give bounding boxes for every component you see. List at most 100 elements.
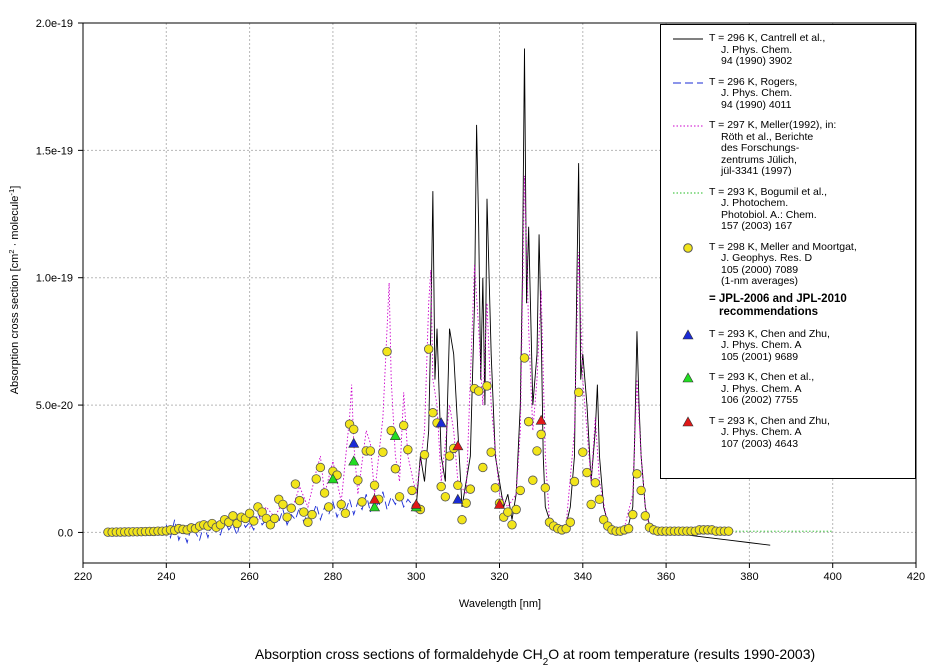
data-point xyxy=(478,462,488,473)
text-part: ] xyxy=(9,186,21,189)
legend-symbol xyxy=(673,82,703,83)
data-point xyxy=(493,498,506,509)
x-tick-label: 260 xyxy=(240,571,258,583)
y-axis-label: Absorption cross section [cm2 · molecule… xyxy=(7,186,22,395)
data-point xyxy=(336,499,346,510)
legend-entry: T = 293 K, Bogumil et al., J. Photochem.… xyxy=(661,185,915,233)
data-point xyxy=(282,512,292,522)
data-point xyxy=(473,386,484,396)
x-axis-label: Wavelength [nm] xyxy=(459,598,541,610)
data-point xyxy=(623,523,634,534)
legend-entry: T = 293 K, Chen et al., J. Phys. Chem. A… xyxy=(661,371,915,407)
data-point xyxy=(490,483,501,493)
data-point xyxy=(465,484,476,494)
x-tick-label: 420 xyxy=(907,571,925,583)
data-point xyxy=(573,387,584,398)
data-point xyxy=(348,437,360,448)
data-point xyxy=(532,446,542,456)
data-point xyxy=(452,493,464,504)
data-point xyxy=(528,475,538,485)
legend-marker xyxy=(682,415,694,426)
x-tick-label: 400 xyxy=(824,571,842,583)
data-point xyxy=(369,493,381,504)
data-point xyxy=(390,464,401,474)
data-point xyxy=(324,502,334,512)
data-point xyxy=(523,416,534,427)
legend-label: T = 296 K, Cantrell et al., J. Phys. Che… xyxy=(709,32,826,67)
legend-label: T = 297 K, Meller(1992), in: Röth et al.… xyxy=(709,119,837,177)
legend-symbol xyxy=(683,242,693,253)
data-point xyxy=(640,511,650,521)
chart-title: Absorption cross sections of formaldehyd… xyxy=(255,646,815,668)
data-point xyxy=(369,480,380,491)
text-part: Absorption cross section [cm xyxy=(9,254,21,395)
data-point xyxy=(353,475,363,485)
data-point xyxy=(340,508,351,519)
data-point xyxy=(482,381,492,391)
data-point xyxy=(723,526,734,536)
data-point xyxy=(582,467,592,478)
series-line xyxy=(415,48,771,546)
data-point xyxy=(249,516,259,526)
legend-label: T = 296 K, Rogers, J. Phys. Chem. 94 (19… xyxy=(709,75,798,111)
data-point xyxy=(461,498,471,508)
legend-entry: T = 293 K, Chen and Zhu, J. Phys. Chem. … xyxy=(661,414,915,451)
data-point xyxy=(419,450,430,460)
text-part: O at room temperature (results 1990-2003… xyxy=(548,646,815,662)
text-part: -1 xyxy=(7,189,16,196)
data-point xyxy=(586,499,596,510)
data-point xyxy=(399,420,409,431)
data-point xyxy=(228,511,238,521)
y-tick-label: 1.5e-19 xyxy=(36,145,73,157)
y-tick-label: 5.0e-20 xyxy=(36,400,73,412)
legend-label: T = 293 K, Bogumil et al., J. Photochem.… xyxy=(709,185,827,232)
legend-symbol xyxy=(682,372,694,383)
text-part: Absorption cross sections of formaldehyd… xyxy=(255,646,543,662)
data-point xyxy=(636,485,646,496)
data-point xyxy=(290,479,301,489)
data-point xyxy=(349,424,359,434)
legend-label: T = 298 K, Meller and Moortgat, J. Geoph… xyxy=(709,240,857,287)
data-point xyxy=(594,494,605,505)
data-point xyxy=(407,485,417,496)
data-point xyxy=(369,501,381,512)
legend-entry: T = 298 K, Meller and Moortgat, J. Geoph… xyxy=(661,240,915,288)
legend-label: T = 293 K, Chen and Zhu, J. Phys. Chem. … xyxy=(709,414,830,450)
data-point xyxy=(590,478,600,488)
x-tick-label: 280 xyxy=(324,571,342,583)
data-point xyxy=(628,509,638,520)
data-point xyxy=(365,446,376,456)
data-point xyxy=(394,492,405,502)
data-point xyxy=(507,520,517,530)
data-point xyxy=(428,408,438,418)
data-point xyxy=(423,344,434,354)
x-tick-label: 320 xyxy=(490,571,508,583)
legend: T = 296 K, Cantrell et al., J. Phys. Che… xyxy=(660,24,916,479)
x-tick-label: 220 xyxy=(74,571,92,583)
data-point xyxy=(519,353,530,363)
data-point xyxy=(410,498,422,509)
legend-entry: T = 296 K, Rogers, J. Phys. Chem. 94 (19… xyxy=(661,75,915,112)
y-tick-label: 0.0 xyxy=(58,527,73,539)
data-point xyxy=(536,429,546,440)
data-point xyxy=(436,481,446,492)
data-point xyxy=(357,497,367,507)
data-point xyxy=(269,513,280,524)
legend-symbol xyxy=(682,415,694,426)
data-point xyxy=(457,514,467,525)
y-tick-label: 2.0e-19 xyxy=(36,18,73,30)
data-point xyxy=(569,476,580,487)
legend-label: T = 293 K, Chen et al., J. Phys. Chem. A… xyxy=(709,371,815,406)
data-point xyxy=(244,508,255,519)
data-point xyxy=(303,517,313,527)
legend-marker xyxy=(683,242,693,253)
data-point xyxy=(452,440,464,451)
data-point xyxy=(389,430,401,440)
text-part: 2 xyxy=(543,657,548,668)
legend-entry: T = 297 K, Meller(1992), in: Röth et al.… xyxy=(661,119,915,178)
data-point xyxy=(503,507,513,517)
data-point xyxy=(378,447,388,457)
data-point xyxy=(382,346,392,357)
